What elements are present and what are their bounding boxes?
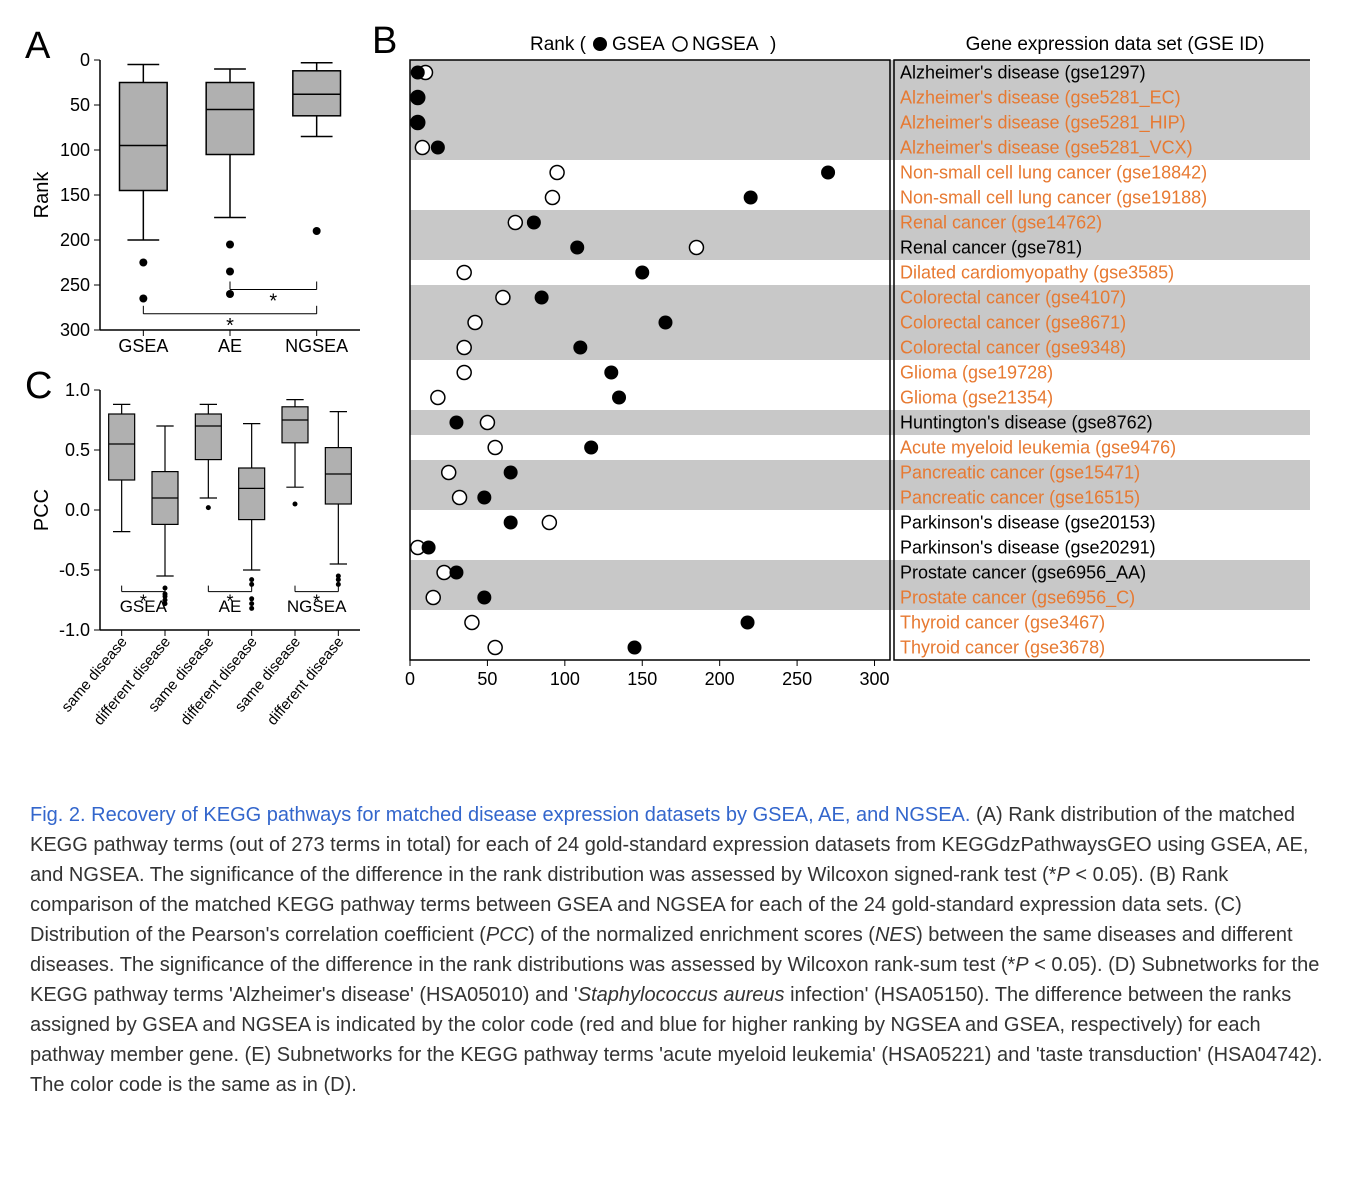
svg-text:50: 50 <box>70 95 90 115</box>
svg-text:GSEA: GSEA <box>612 34 665 55</box>
svg-text:*: * <box>140 592 147 612</box>
svg-text:50: 50 <box>477 669 497 689</box>
svg-text:Colorectal cancer (gse4107): Colorectal cancer (gse4107) <box>900 288 1126 308</box>
svg-text:Renal cancer (gse781): Renal cancer (gse781) <box>900 238 1082 258</box>
svg-text:Alzheimer's disease (gse5281_V: Alzheimer's disease (gse5281_VCX) <box>900 138 1193 159</box>
svg-text:*: * <box>226 315 234 337</box>
panel-b-label: B <box>372 20 397 63</box>
svg-text:Non-small cell lung cancer (gs: Non-small cell lung cancer (gse19188) <box>900 188 1207 208</box>
svg-text:*: * <box>269 291 277 313</box>
panel-a-chart: 0 50 100 150 200 250 300 Rank GSEA AE NGSEA * * <box>30 30 370 370</box>
svg-text:NGSEA: NGSEA <box>285 336 348 356</box>
svg-text:0: 0 <box>80 50 90 70</box>
svg-text:Rank: Rank <box>31 171 53 219</box>
svg-text:100: 100 <box>60 140 90 160</box>
svg-text:200: 200 <box>705 669 735 689</box>
svg-text:150: 150 <box>60 185 90 205</box>
svg-text:Alzheimer's disease (gse1297): Alzheimer's disease (gse1297) <box>900 63 1146 83</box>
svg-text:different disease: different disease <box>177 634 261 729</box>
svg-text:Dilated cardiomyopathy (gse358: Dilated cardiomyopathy (gse3585) <box>900 263 1174 283</box>
svg-text:Alzheimer's disease (gse5281_H: Alzheimer's disease (gse5281_HIP) <box>900 113 1186 134</box>
svg-text:Glioma (gse19728): Glioma (gse19728) <box>900 363 1053 383</box>
svg-text:GSEA: GSEA <box>118 336 168 356</box>
caption-body: (A) Rank distribution of the matched KEG… <box>30 804 1323 1096</box>
svg-text:Thyroid cancer (gse3467): Thyroid cancer (gse3467) <box>900 613 1105 633</box>
svg-text:): ) <box>770 34 776 55</box>
svg-text:300: 300 <box>859 669 889 689</box>
svg-text:*: * <box>313 592 320 612</box>
panel-a-label: A <box>25 25 50 68</box>
svg-text:Colorectal cancer (gse9348): Colorectal cancer (gse9348) <box>900 338 1126 358</box>
svg-text:Parkinson's disease (gse20153): Parkinson's disease (gse20153) <box>900 513 1156 533</box>
panel-b-chart: Rank ( GSEA NGSEA) Gene expression data set… <box>380 30 1310 695</box>
svg-text:250: 250 <box>782 669 812 689</box>
svg-text:*: * <box>226 592 233 612</box>
svg-text:Pancreatic cancer (gse16515): Pancreatic cancer (gse16515) <box>900 488 1140 508</box>
panel-b: B Rank (GSEANGSEA)Gene expression data s… <box>380 30 1310 750</box>
svg-text:0: 0 <box>405 669 415 689</box>
svg-text:Renal cancer (gse14762): Renal cancer (gse14762) <box>900 213 1102 233</box>
figure-caption: Fig. 2. Recovery of KEGG pathways for ma… <box>30 800 1337 1100</box>
svg-text:-1.0: -1.0 <box>59 620 90 640</box>
panel-c-label: C <box>25 365 52 408</box>
panel-c-chart: -1.0-0.50.00.51.0PCCsame diseasedifferen… <box>30 370 370 750</box>
svg-text:AE: AE <box>218 336 242 356</box>
svg-text:200: 200 <box>60 230 90 250</box>
svg-text:-0.5: -0.5 <box>59 560 90 580</box>
svg-text:Colorectal cancer (gse8671): Colorectal cancer (gse8671) <box>900 313 1126 333</box>
svg-text:Huntington's disease (gse8762): Huntington's disease (gse8762) <box>900 413 1153 433</box>
svg-text:different disease: different disease <box>90 634 174 729</box>
svg-text:Gene expression data set (GSE: Gene expression data set (GSE ID) <box>966 34 1265 55</box>
svg-text:Alzheimer's disease (gse5281_E: Alzheimer's disease (gse5281_EC) <box>900 88 1181 109</box>
caption-title: Fig. 2. Recovery of KEGG pathways for ma… <box>30 804 970 826</box>
svg-text:Prostate cancer (gse6956_AA): Prostate cancer (gse6956_AA) <box>900 563 1146 584</box>
svg-text:Rank (: Rank ( <box>530 34 587 55</box>
svg-text:PCC: PCC <box>31 489 53 531</box>
svg-text:Pancreatic cancer (gse15471): Pancreatic cancer (gse15471) <box>900 463 1140 483</box>
svg-text:100: 100 <box>550 669 580 689</box>
svg-text:NGSEA: NGSEA <box>692 34 759 55</box>
svg-text:different disease: different disease <box>264 634 348 729</box>
svg-text:150: 150 <box>627 669 657 689</box>
svg-text:Thyroid cancer (gse3678): Thyroid cancer (gse3678) <box>900 638 1105 658</box>
svg-text:Non-small cell lung cancer (gs: Non-small cell lung cancer (gse18842) <box>900 163 1207 183</box>
figure-container: A 050100150200250300RankGSEAAENGSEA** C … <box>30 30 1337 750</box>
svg-text:Acute myeloid leukemia (gse947: Acute myeloid leukemia (gse9476) <box>900 438 1176 458</box>
svg-text:Parkinson's disease (gse20291): Parkinson's disease (gse20291) <box>900 538 1156 558</box>
svg-text:Prostate cancer (gse6956_C): Prostate cancer (gse6956_C) <box>900 588 1135 609</box>
svg-text:0.0: 0.0 <box>65 500 90 520</box>
svg-text:Glioma (gse21354): Glioma (gse21354) <box>900 388 1053 408</box>
panel-c: C -1.0-0.50.00.51.0PCCsame diseasediffer… <box>30 370 370 750</box>
svg-text:250: 250 <box>60 275 90 295</box>
svg-text:0.5: 0.5 <box>65 440 90 460</box>
left-column: A 050100150200250300RankGSEAAENGSEA** C … <box>30 30 370 750</box>
svg-text:300: 300 <box>60 320 90 340</box>
panel-a: A 050100150200250300RankGSEAAENGSEA** <box>30 30 370 370</box>
svg-text:1.0: 1.0 <box>65 380 90 400</box>
